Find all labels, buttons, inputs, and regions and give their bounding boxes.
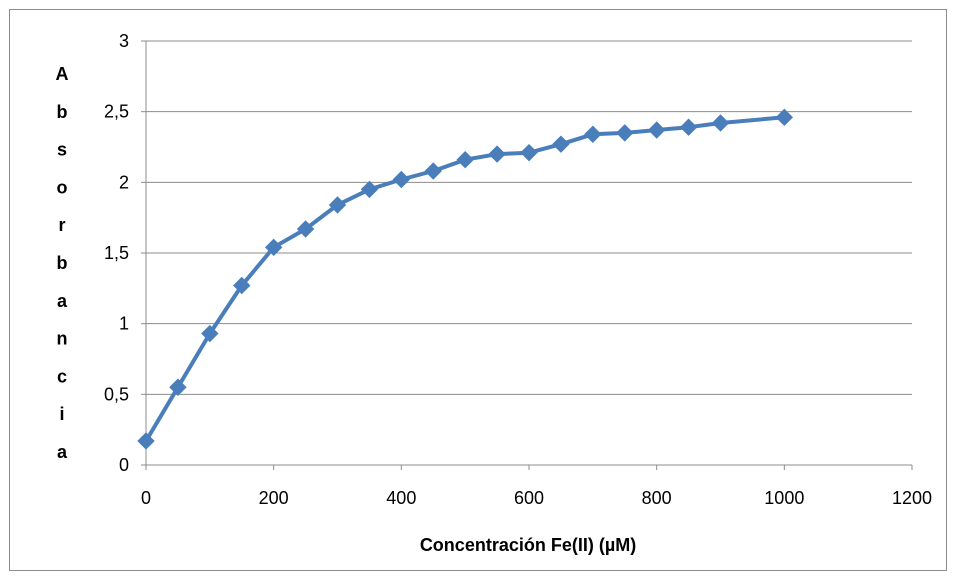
y-axis-label-char-9: i	[59, 404, 64, 424]
x-tick-label-5: 1000	[764, 488, 804, 508]
data-point-18	[711, 114, 730, 132]
data-point-17	[679, 118, 698, 136]
data-point-19	[775, 108, 794, 127]
x-tick-label-6: 1200	[892, 488, 932, 508]
y-axis-label-char-4: r	[58, 215, 65, 235]
x-tick-label-0: 0	[141, 488, 151, 508]
x-tick-labels: 0 200 400 600 800 1000 1200	[141, 488, 932, 508]
y-axis-label-char-7: n	[57, 329, 68, 349]
y-tick-labels: 0 0,5 1 1,5 2 2,5 3	[104, 31, 129, 475]
data-point-10	[456, 151, 474, 169]
y-tick-label-2: 1	[119, 314, 129, 334]
x-tick-label-2: 400	[386, 488, 416, 508]
y-tick-label-5: 2,5	[104, 102, 129, 122]
y-axis-label-char-0: A	[56, 64, 69, 84]
y-tick-label-6: 3	[119, 31, 129, 51]
x-tick-label-4: 800	[642, 488, 672, 508]
y-axis-label-char-8: c	[57, 366, 67, 386]
x-tick-label-1: 200	[259, 488, 289, 508]
data-point-9	[424, 162, 442, 180]
x-axis-label: Concentración Fe(II) (µM)	[420, 535, 636, 555]
y-axis-label-char-3: o	[57, 177, 68, 197]
y-axis-label-char-2: s	[57, 140, 67, 160]
data-point-13	[552, 135, 570, 153]
data-point-16	[647, 121, 666, 139]
data-point-0	[137, 432, 155, 450]
data-point-3	[233, 276, 251, 295]
axes	[141, 40, 913, 470]
data-point-12	[520, 143, 538, 162]
y-axis-label-char-10: a	[57, 442, 68, 462]
data-point-2	[201, 324, 219, 343]
data-point-11	[488, 145, 506, 163]
data-point-5	[296, 220, 315, 238]
y-axis-label-char-1: b	[57, 102, 68, 122]
data-point-4	[264, 238, 283, 257]
data-point-15	[616, 124, 634, 142]
series	[137, 108, 794, 450]
data-point-8	[392, 170, 411, 189]
data-point-7	[360, 180, 379, 199]
data-point-6	[328, 196, 347, 214]
y-axis-label-char-6: a	[57, 291, 68, 311]
y-tick-label-4: 2	[119, 172, 129, 192]
data-point-14	[584, 125, 602, 143]
y-tick-label-0: 0	[119, 455, 129, 475]
data-point-1	[169, 378, 187, 396]
y-tick-label-3: 1,5	[104, 243, 129, 263]
x-tick-label-3: 600	[514, 488, 544, 508]
y-axis-label-char-5: b	[57, 253, 68, 273]
y-tick-label-1: 0,5	[104, 384, 129, 404]
gridlines	[146, 40, 912, 395]
chart-frame	[9, 9, 947, 571]
